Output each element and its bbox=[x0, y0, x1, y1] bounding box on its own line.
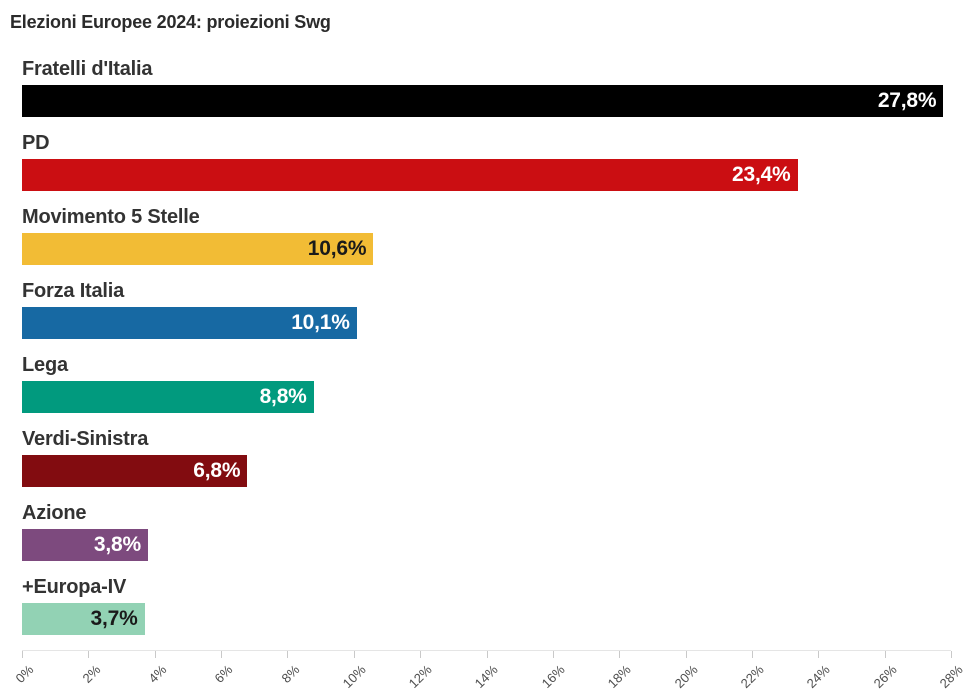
x-axis-tick bbox=[751, 651, 753, 658]
x-axis-tick-label: 24% bbox=[803, 662, 833, 692]
x-axis-tick-label: 14% bbox=[472, 662, 502, 692]
x-axis-tick-label: 18% bbox=[604, 662, 634, 692]
x-axis: 0% 2% 4% 6% 8% 10% 12% 14% 16% 18% 20% 22% 24% 26% 28% bbox=[13, 650, 966, 691]
bar-row: Movimento 5 Stelle 10,6% bbox=[22, 204, 950, 265]
bar-row: Fratelli d'Italia 27,8% bbox=[22, 56, 950, 117]
bar-value-label: 6,8% bbox=[193, 459, 241, 482]
x-axis-tick bbox=[685, 651, 687, 658]
bar-row: +Europa-IV 3,7% bbox=[22, 574, 950, 635]
x-axis-tick-label: 4% bbox=[145, 662, 170, 686]
bar-value-label: 10,1% bbox=[291, 311, 350, 334]
bar-lega: 8,8% bbox=[22, 381, 314, 413]
chart-title: Elezioni Europee 2024: proiezioni Swg bbox=[10, 12, 331, 32]
bar-value-label: 27,8% bbox=[877, 89, 937, 112]
bar-value-label: 23,4% bbox=[731, 163, 791, 186]
x-axis-tick-label: 28% bbox=[936, 662, 966, 692]
bar-verdi-sinistra: 6,8% bbox=[22, 455, 248, 487]
bar-category-label: Forza Italia bbox=[22, 280, 125, 302]
bar-pd: 23,4% bbox=[22, 159, 798, 191]
bar-value-label: 8,8% bbox=[259, 385, 307, 408]
x-axis-tick bbox=[22, 651, 23, 658]
bar-row: Lega 8,8% bbox=[22, 352, 950, 413]
x-axis-tick bbox=[88, 651, 90, 658]
bar-europa-iv: 3,7% bbox=[22, 603, 145, 635]
x-axis-tick-label: 0% bbox=[12, 662, 37, 686]
bar-fratelli-d-italia: 27,8% bbox=[22, 85, 944, 117]
bar-category-label: Verdi-Sinistra bbox=[22, 428, 149, 450]
bar-category-label: PD bbox=[22, 132, 50, 154]
x-axis-tick-label: 16% bbox=[538, 662, 568, 692]
x-axis-tick bbox=[154, 651, 156, 658]
x-axis-tick bbox=[619, 651, 621, 658]
x-axis-tick bbox=[552, 651, 554, 658]
x-axis-tick-label: 10% bbox=[339, 662, 369, 692]
x-axis-tick bbox=[818, 651, 820, 658]
bar-value-label: 10,6% bbox=[307, 237, 367, 260]
x-axis-tick-label: 2% bbox=[79, 662, 103, 686]
bar-movimento-5-stelle: 10,6% bbox=[22, 233, 374, 265]
x-axis-tick bbox=[420, 651, 422, 658]
bar-category-label: Movimento 5 Stelle bbox=[22, 206, 200, 228]
bar-row: Forza Italia 10,1% bbox=[22, 278, 950, 339]
x-axis-tick-label: 6% bbox=[211, 662, 236, 686]
x-axis-tick-label: 12% bbox=[405, 662, 435, 692]
bar-azione: 3,8% bbox=[22, 529, 148, 561]
x-axis-tick bbox=[884, 651, 886, 658]
x-axis-tick-label: 20% bbox=[671, 662, 701, 692]
x-axis-tick bbox=[951, 651, 952, 658]
x-axis-tick-label: 22% bbox=[737, 662, 767, 692]
bar-value-label: 3,7% bbox=[90, 607, 138, 630]
bar-category-label: Azione bbox=[22, 502, 87, 524]
x-axis-tick bbox=[287, 651, 289, 658]
bar-row: Verdi-Sinistra 6,8% bbox=[22, 426, 950, 487]
x-axis-tick bbox=[486, 651, 488, 658]
bar-category-label: +Europa-IV bbox=[22, 576, 127, 598]
x-axis-tick-label: 8% bbox=[278, 662, 303, 686]
x-axis-tick bbox=[221, 651, 223, 658]
bar-value-label: 3,8% bbox=[93, 533, 141, 556]
bar-row: Azione 3,8% bbox=[22, 500, 950, 561]
bar-category-label: Lega bbox=[22, 354, 68, 376]
bar-category-label: Fratelli d'Italia bbox=[22, 58, 153, 80]
plot-area: Fratelli d'Italia 27,8% PD 23,4% Movimento 5… bbox=[22, 56, 950, 648]
x-axis-tick-label: 26% bbox=[870, 662, 900, 692]
bar-forza-italia: 10,1% bbox=[22, 307, 357, 339]
bar-row: PD 23,4% bbox=[22, 130, 950, 191]
x-axis-tick bbox=[353, 651, 355, 658]
